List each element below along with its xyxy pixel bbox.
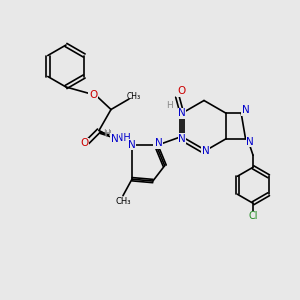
Text: N: N — [178, 134, 186, 144]
Text: N: N — [178, 108, 186, 118]
Text: N: N — [128, 140, 136, 150]
Text: N: N — [111, 134, 119, 144]
Text: N: N — [127, 140, 134, 150]
Text: CH₃: CH₃ — [115, 197, 131, 206]
Text: H: H — [103, 129, 110, 138]
Text: H: H — [104, 130, 111, 139]
Text: NH: NH — [116, 133, 130, 143]
Text: N: N — [246, 137, 254, 147]
Text: O: O — [177, 86, 185, 96]
Text: CH₃: CH₃ — [126, 92, 141, 101]
Text: O: O — [89, 89, 97, 100]
Text: N: N — [242, 105, 250, 115]
Text: O: O — [78, 139, 87, 149]
Text: N: N — [154, 138, 161, 148]
Text: Cl: Cl — [248, 211, 258, 221]
Text: O: O — [80, 138, 88, 148]
Text: H: H — [166, 101, 173, 110]
Text: N: N — [154, 138, 162, 148]
Text: N: N — [202, 146, 209, 157]
